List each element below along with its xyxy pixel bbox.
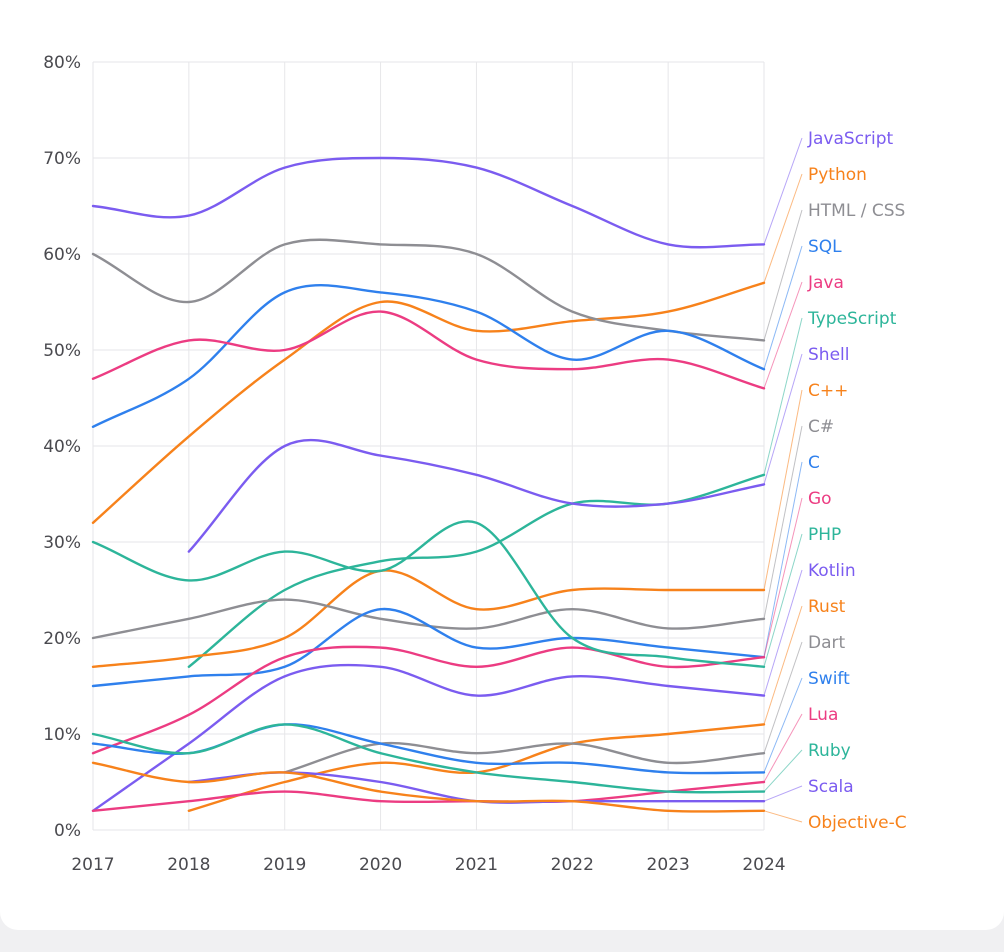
series-line-kotlin	[91, 663, 766, 812]
x-tick-label: 2021	[455, 855, 498, 875]
legend-label: Scala	[808, 777, 854, 797]
legend-label: Swift	[808, 669, 850, 689]
series-line-javascript	[91, 156, 766, 249]
legend-connector	[763, 317, 803, 475]
y-tick-label: 70%	[43, 149, 81, 169]
y-tick-label: 80%	[43, 53, 81, 73]
series-line-c-	[91, 569, 766, 668]
legend-label: PHP	[808, 525, 841, 545]
y-tick-label: 50%	[43, 341, 81, 361]
series-line-dart	[283, 741, 766, 774]
x-tick-label: 2017	[71, 855, 114, 875]
legend-label: Lua	[808, 705, 838, 725]
legend-label: Shell	[808, 345, 849, 365]
series-line-objective-c	[91, 761, 766, 813]
legend-label: Python	[808, 165, 867, 185]
x-tick-label: 2019	[263, 855, 306, 875]
y-tick-label: 60%	[43, 245, 81, 265]
legend-label: C	[808, 453, 820, 473]
series-line-php	[91, 520, 766, 668]
legend-label: Go	[808, 489, 832, 509]
legend-connector	[763, 353, 803, 485]
legend-connector	[763, 749, 803, 792]
x-tick-label: 2024	[742, 855, 785, 875]
y-tick-label: 0%	[54, 821, 81, 841]
y-tick-label: 20%	[43, 629, 81, 649]
series-line-sql	[91, 284, 766, 428]
legend-connector	[763, 281, 803, 389]
legend-connector	[763, 641, 803, 754]
series-line-go	[91, 645, 766, 755]
legend-label: JavaScript	[807, 129, 894, 149]
legend-label: Ruby	[808, 741, 851, 761]
legend-label: Objective-C	[808, 813, 907, 833]
legend-connector	[763, 810, 803, 823]
legend-label: Kotlin	[808, 561, 856, 581]
series-line-ruby	[91, 723, 766, 794]
x-tick-label: 2023	[647, 855, 690, 875]
legend-connector	[763, 389, 803, 591]
series-line-c	[91, 607, 766, 688]
legend-label: HTML / CSS	[808, 201, 905, 221]
legend-connector	[763, 245, 803, 370]
series-line-python	[91, 281, 766, 524]
legend-connector	[763, 677, 803, 773]
series-line-shell	[187, 438, 766, 553]
legend-label: C#	[808, 417, 834, 437]
legend-connector	[763, 785, 803, 802]
y-tick-label: 10%	[43, 725, 81, 745]
x-tick-label: 2022	[551, 855, 594, 875]
legend-connector	[763, 569, 803, 696]
legend-connector	[763, 173, 803, 283]
legend-connector	[763, 533, 803, 667]
series-line-swift	[91, 723, 766, 775]
legend-connector	[763, 497, 803, 658]
x-tick-label: 2018	[167, 855, 210, 875]
legend-label: Java	[807, 273, 844, 293]
legend-connector	[763, 425, 803, 619]
legend-connector	[763, 605, 803, 725]
y-tick-label: 30%	[43, 533, 81, 553]
legend-connector	[763, 461, 803, 658]
y-tick-label: 40%	[43, 437, 81, 457]
legend-label: TypeScript	[807, 309, 897, 329]
x-tick-label: 2020	[359, 855, 402, 875]
series-line-lua	[91, 780, 766, 812]
series-line-java	[91, 310, 766, 390]
legend-connector	[763, 209, 803, 341]
legend-connector	[763, 713, 803, 783]
legend-label: Rust	[808, 597, 846, 617]
legend-label: SQL	[808, 237, 842, 257]
legend-label: C++	[808, 381, 848, 401]
series-line-c-	[91, 598, 766, 640]
series-line-html-css	[91, 238, 766, 342]
legend-label: Dart	[808, 633, 845, 653]
legend-connector	[763, 137, 803, 245]
